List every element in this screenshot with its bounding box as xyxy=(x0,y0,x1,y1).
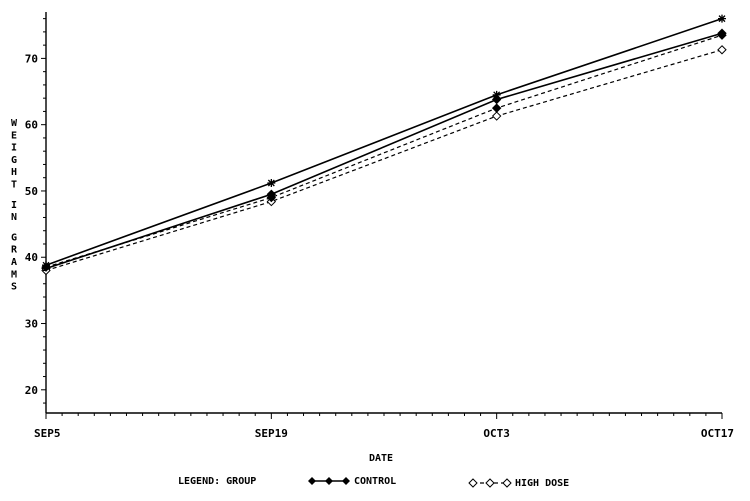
x-tick-label: SEP5 xyxy=(34,427,61,440)
y-axis-label-letter: H xyxy=(11,167,17,178)
y-axis-label-letter: A xyxy=(11,257,17,268)
series-line-0 xyxy=(45,32,723,270)
y-axis-label-letter: N xyxy=(11,212,17,223)
y-axis-label-letter: G xyxy=(11,232,17,243)
data-point-2 xyxy=(267,179,276,188)
x-axis-label: DATE xyxy=(369,453,393,464)
legend-entry-control: CONTROL xyxy=(308,476,396,487)
series-line-1 xyxy=(45,49,723,272)
legend-label-high-dose: HIGH DOSE xyxy=(515,478,569,489)
legend-entry-high-dose: HIGH DOSE xyxy=(468,478,569,489)
data-point-2 xyxy=(718,14,726,23)
y-tick-label: 30 xyxy=(25,318,38,331)
legend-marker-high-dose xyxy=(502,478,512,488)
y-axis-label-letter: I xyxy=(11,200,17,211)
legend-label-control: CONTROL xyxy=(354,476,396,487)
data-point-3 xyxy=(717,30,727,40)
y-tick-label: 50 xyxy=(25,185,38,198)
x-tick-label: SEP19 xyxy=(255,427,288,440)
legend-marker-control xyxy=(308,477,316,485)
series-line-3 xyxy=(45,34,723,268)
series-line-2 xyxy=(45,17,723,266)
y-tick-label: 70 xyxy=(25,52,38,65)
data-point-3 xyxy=(41,262,51,272)
series-layer xyxy=(41,14,727,276)
legend-marker-high-dose xyxy=(468,478,478,488)
y-tick-label: 40 xyxy=(25,251,38,264)
y-axis-label-letter: I xyxy=(11,143,17,154)
axes xyxy=(45,12,722,414)
y-tick-label: 60 xyxy=(25,119,38,132)
x-tick-label: OCT3 xyxy=(483,427,510,440)
y-axis-label-letter: T xyxy=(11,180,17,191)
legend: LEGEND: GROUP CONTROL HIGH DOSE xyxy=(178,476,569,489)
y-axis-label-letter: W xyxy=(11,118,18,129)
legend-marker-high-dose xyxy=(485,478,495,488)
data-point-1 xyxy=(491,111,502,121)
y-axis-label-letter: R xyxy=(11,245,18,256)
legend-title: LEGEND: GROUP xyxy=(178,476,256,487)
y-axis-label-letter: E xyxy=(11,130,17,141)
data-point-3 xyxy=(491,103,502,113)
y-tick-label: 20 xyxy=(25,384,38,397)
legend-marker-control xyxy=(325,477,333,485)
y-axis-label-letter: S xyxy=(11,282,17,293)
ticks-layer: 20 30 40 50 60 70 SEP5 SEP19 OCT3 OCT17 xyxy=(25,18,734,440)
data-point-1 xyxy=(717,45,727,55)
data-point-3 xyxy=(266,192,277,203)
y-axis-label-letter: G xyxy=(11,155,17,166)
y-axis-label-letter: M xyxy=(11,269,17,280)
legend-marker-control xyxy=(342,477,350,485)
x-tick-label: OCT17 xyxy=(701,427,734,440)
data-point-2 xyxy=(492,90,501,99)
